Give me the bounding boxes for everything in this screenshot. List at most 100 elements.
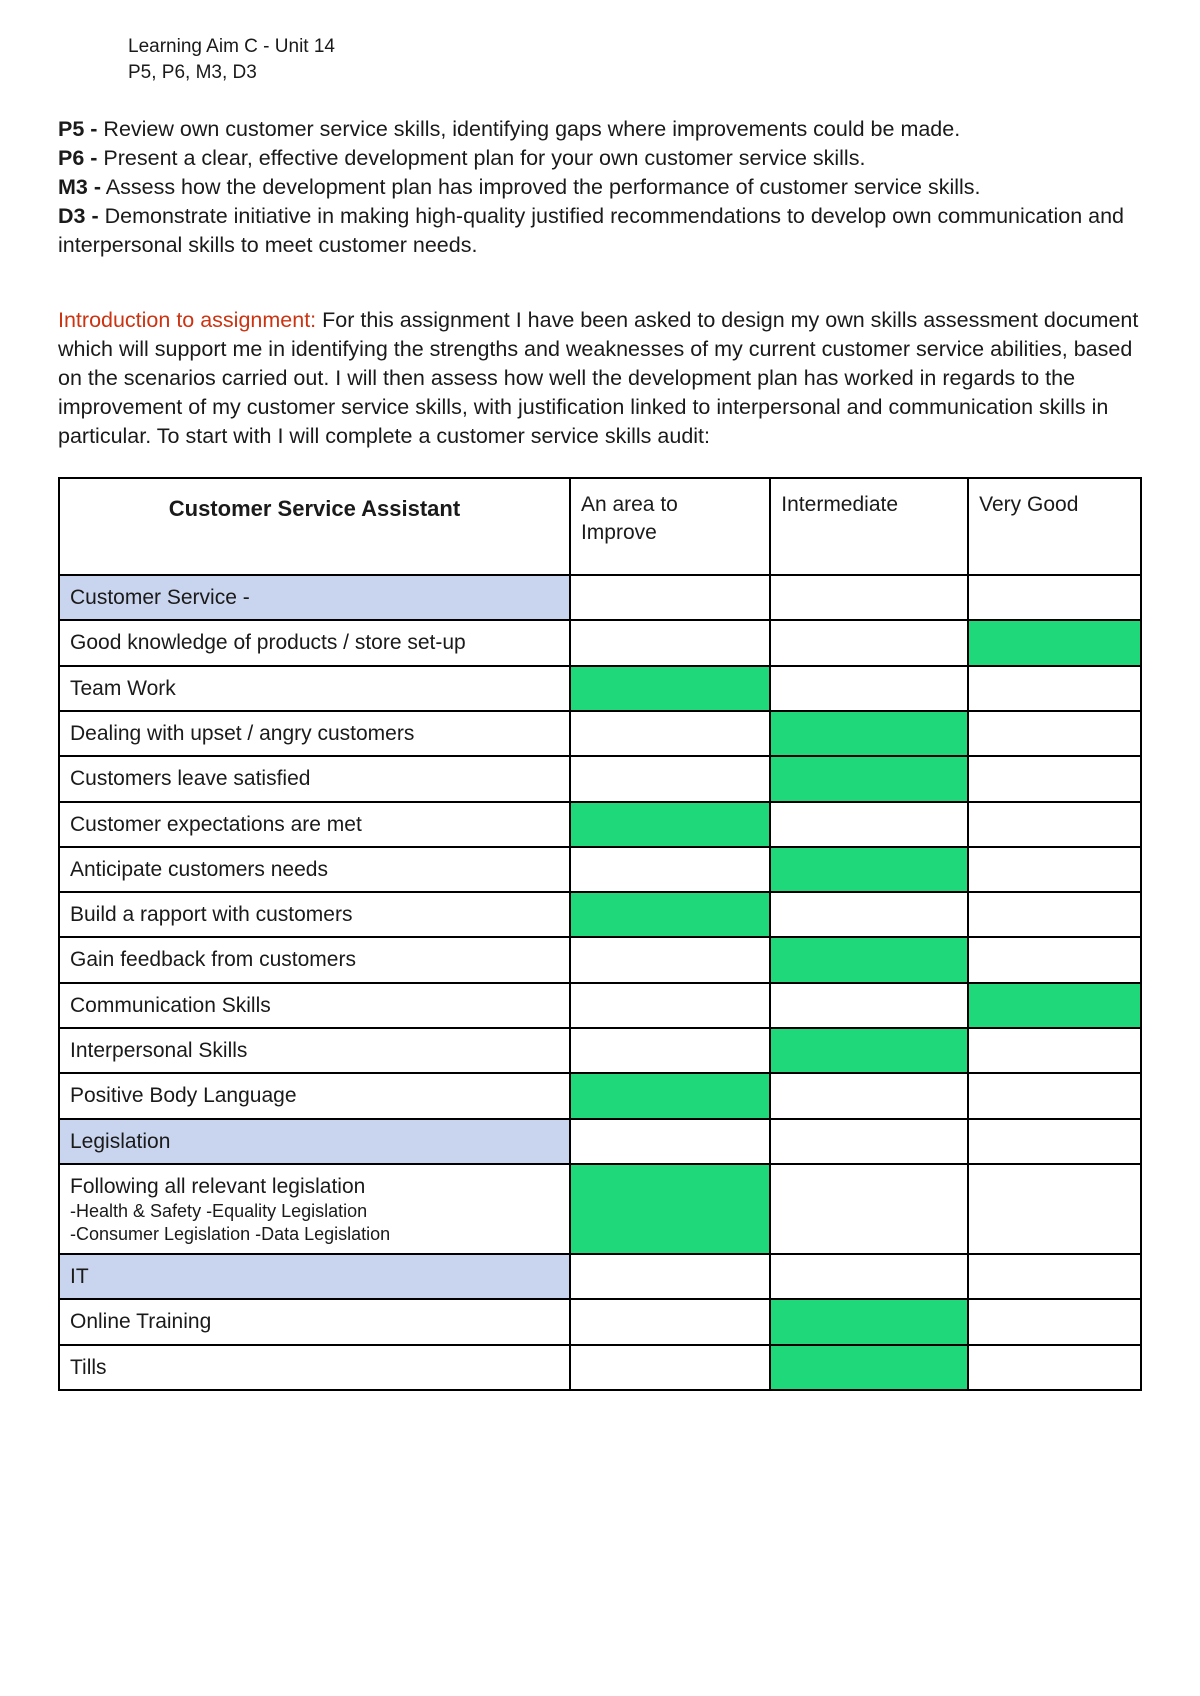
rating-cell	[570, 1254, 770, 1299]
rating-cell	[968, 1254, 1141, 1299]
column-header: An area to Improve	[570, 478, 770, 575]
table-row: Positive Body Language	[59, 1073, 1141, 1118]
criteria-text: Demonstrate initiative in making high-qu…	[58, 204, 1124, 257]
rating-cell	[968, 1073, 1141, 1118]
criteria-code: P6 -	[58, 146, 97, 170]
table-header-row: Customer Service Assistant An area to Im…	[59, 478, 1141, 575]
rating-cell	[968, 1028, 1141, 1073]
table-row: Online Training	[59, 1299, 1141, 1344]
skill-sublabel: -Consumer Legislation -Data Legislation	[70, 1223, 559, 1246]
rating-cell	[570, 983, 770, 1028]
rating-cell	[770, 620, 968, 665]
rating-cell	[770, 802, 968, 847]
rating-cell	[770, 1073, 968, 1118]
rating-cell	[968, 802, 1141, 847]
rating-cell	[570, 892, 770, 937]
skill-label-cell: Communication Skills	[59, 983, 570, 1028]
rating-cell	[570, 1028, 770, 1073]
skill-label-cell: Customer expectations are met	[59, 802, 570, 847]
table-row: Communication Skills	[59, 983, 1141, 1028]
criteria-text: Present a clear, effective development p…	[97, 146, 865, 170]
column-header: Intermediate	[770, 478, 968, 575]
rating-cell	[570, 620, 770, 665]
rating-cell	[968, 666, 1141, 711]
table-row: Interpersonal Skills	[59, 1028, 1141, 1073]
criteria-code: D3 -	[58, 204, 99, 228]
rating-cell	[968, 892, 1141, 937]
skill-label-cell: Gain feedback from customers	[59, 937, 570, 982]
skill-label-cell: Following all relevant legislation-Healt…	[59, 1164, 570, 1254]
skill-label: Following all relevant legislation	[70, 1173, 559, 1200]
rating-cell	[968, 1345, 1141, 1390]
intro-label: Introduction to assignment:	[58, 308, 316, 332]
skill-label-cell: Online Training	[59, 1299, 570, 1344]
rating-cell	[770, 1345, 968, 1390]
rating-cell	[570, 711, 770, 756]
rating-cell	[570, 575, 770, 620]
rating-cell	[770, 1119, 968, 1164]
skill-label-cell: Customer Service -	[59, 575, 570, 620]
rating-cell	[570, 847, 770, 892]
rating-cell	[770, 1299, 968, 1344]
table-row: Team Work	[59, 666, 1141, 711]
skill-label-cell: Customers leave satisfied	[59, 756, 570, 801]
column-header: Very Good	[968, 478, 1141, 575]
rating-cell	[570, 1299, 770, 1344]
document-header: Learning Aim C - Unit 14 P5, P6, M3, D3	[128, 34, 1142, 85]
rating-cell	[770, 1164, 968, 1254]
skill-label-cell: Tills	[59, 1345, 570, 1390]
table-row: Customers leave satisfied	[59, 756, 1141, 801]
rating-cell	[968, 1164, 1141, 1254]
rating-cell	[770, 756, 968, 801]
rating-cell	[770, 711, 968, 756]
table-row: Following all relevant legislation-Healt…	[59, 1164, 1141, 1254]
table-row: Good knowledge of products / store set-u…	[59, 620, 1141, 665]
table-row: Gain feedback from customers	[59, 937, 1141, 982]
criteria-block: P5 - Review own customer service skills,…	[58, 115, 1142, 260]
table-row: Legislation	[59, 1119, 1141, 1164]
rating-cell	[570, 1345, 770, 1390]
header-line-1: Learning Aim C - Unit 14	[128, 34, 1142, 60]
criteria-text: Review own customer service skills, iden…	[97, 117, 960, 141]
rating-cell	[770, 892, 968, 937]
rating-cell	[770, 1028, 968, 1073]
rating-cell	[968, 711, 1141, 756]
rating-cell	[570, 1073, 770, 1118]
table-row: Customer Service -	[59, 575, 1141, 620]
table-row: Anticipate customers needs	[59, 847, 1141, 892]
rating-cell	[770, 937, 968, 982]
skill-label-cell: Good knowledge of products / store set-u…	[59, 620, 570, 665]
rating-cell	[570, 1119, 770, 1164]
rating-cell	[968, 847, 1141, 892]
rating-cell	[570, 802, 770, 847]
table-title: Customer Service Assistant	[59, 478, 570, 575]
rating-cell	[968, 620, 1141, 665]
rating-cell	[968, 575, 1141, 620]
rating-cell	[770, 575, 968, 620]
skill-label-cell: Build a rapport with customers	[59, 892, 570, 937]
rating-cell	[968, 756, 1141, 801]
rating-cell	[570, 756, 770, 801]
table-row: Tills	[59, 1345, 1141, 1390]
rating-cell	[570, 937, 770, 982]
rating-cell	[770, 847, 968, 892]
table-row: Dealing with upset / angry customers	[59, 711, 1141, 756]
criteria-text: Assess how the development plan has impr…	[101, 175, 981, 199]
rating-cell	[570, 1164, 770, 1254]
skill-sublabel: -Health & Safety -Equality Legislation	[70, 1200, 559, 1223]
rating-cell	[770, 1254, 968, 1299]
rating-cell	[968, 937, 1141, 982]
rating-cell	[968, 1119, 1141, 1164]
table-row: IT	[59, 1254, 1141, 1299]
header-line-2: P5, P6, M3, D3	[128, 60, 1142, 86]
criteria-code: P5 -	[58, 117, 97, 141]
skill-label-cell: Team Work	[59, 666, 570, 711]
table-row: Build a rapport with customers	[59, 892, 1141, 937]
skill-label-cell: Anticipate customers needs	[59, 847, 570, 892]
table-row: Customer expectations are met	[59, 802, 1141, 847]
criteria-code: M3 -	[58, 175, 101, 199]
rating-cell	[770, 983, 968, 1028]
rating-cell	[770, 666, 968, 711]
introduction-paragraph: Introduction to assignment: For this ass…	[58, 306, 1142, 451]
rating-cell	[968, 983, 1141, 1028]
